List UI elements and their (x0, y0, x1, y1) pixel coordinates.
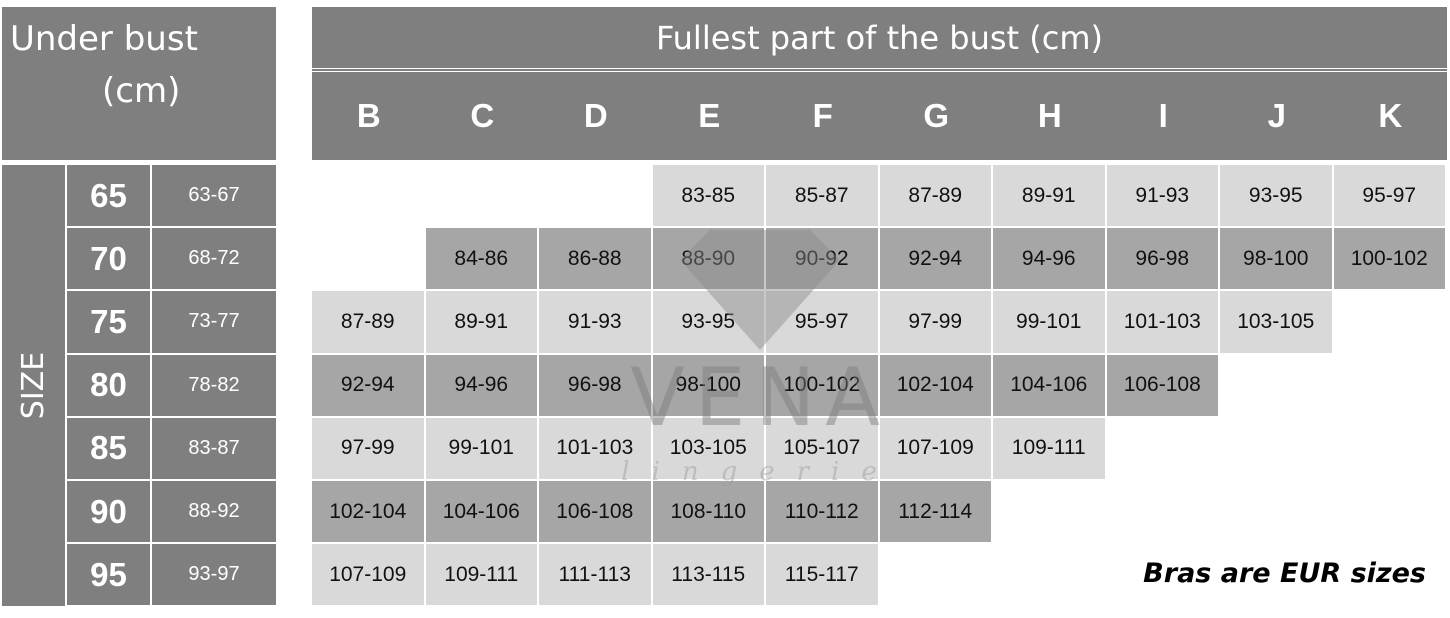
under-bust-range: 63-67 (152, 165, 276, 227)
bust-range-cell: 89-91 (425, 291, 537, 353)
bust-range-cell: 99-101 (993, 291, 1105, 353)
bust-range-cell: 106-108 (539, 481, 651, 543)
under-bust-range: 68-72 (152, 228, 276, 290)
under-bust-range: 78-82 (152, 354, 276, 416)
bust-range-cell: 84-86 (425, 228, 537, 290)
cup-b: B (356, 97, 381, 134)
cup-header-row: B C D E F G H I J K (312, 72, 1447, 160)
bust-range-cell: 91-93 (539, 291, 651, 353)
size-label-text: SIZE (16, 351, 51, 420)
bust-range-cell: 104-106 (425, 481, 537, 543)
bust-range-cell: 113-115 (652, 544, 764, 606)
under-bust-title-line2: (cm) (102, 71, 181, 111)
bust-range-cell: 103-105 (652, 417, 764, 479)
bust-range-cell: 95-97 (766, 291, 878, 353)
bust-range-cell: 86-88 (539, 228, 651, 290)
bust-range-cell: 112-114 (879, 481, 991, 543)
under-bust-range: 93-97 (152, 544, 276, 606)
bust-range-cell: 108-110 (652, 481, 764, 543)
bust-range-cell: 92-94 (312, 354, 424, 416)
bust-range-cell: 99-101 (425, 417, 537, 479)
bust-range-cell: 85-87 (766, 165, 878, 227)
bust-range-cell: 107-109 (879, 417, 991, 479)
bust-range-cell: 91-93 (1106, 165, 1218, 227)
cup-h: H (1037, 97, 1062, 134)
bust-range-cell: 96-98 (1106, 228, 1218, 290)
under-bust-range: 83-87 (152, 417, 276, 479)
bust-range-cell: 89-91 (993, 165, 1105, 227)
under-bust-header: Under bust (cm) (2, 7, 276, 160)
band-size: 90 (67, 481, 150, 543)
bust-range-cell: 83-85 (652, 165, 764, 227)
bust-range-cell: 90-92 (766, 228, 878, 290)
size-label: SIZE (2, 165, 65, 606)
bust-range-cell: 115-117 (766, 544, 878, 606)
bust-range-cell: 97-99 (312, 417, 424, 479)
fullest-bust-title: Fullest part of the bust (cm) (312, 7, 1447, 68)
bust-range-cell: 93-95 (652, 291, 764, 353)
band-size: 75 (67, 291, 150, 353)
bust-range-cell: 88-90 (652, 228, 764, 290)
band-size: 65 (67, 165, 150, 227)
band-size: 70 (67, 228, 150, 290)
bust-range-cell: 111-113 (539, 544, 651, 606)
cup-j: J (1267, 97, 1286, 134)
band-size: 85 (67, 417, 150, 479)
bust-range-cell: 100-102 (766, 354, 878, 416)
cup-e: E (698, 97, 721, 134)
bust-range-cell: 101-103 (1106, 291, 1218, 353)
bust-range-cell: 104-106 (993, 354, 1105, 416)
bust-range-cell: 102-104 (312, 481, 424, 543)
bust-range-cell: 87-89 (312, 291, 424, 353)
under-bust-range: 88-92 (152, 481, 276, 543)
bust-range-cell: 103-105 (1220, 291, 1332, 353)
bust-range-cell: 94-96 (425, 354, 537, 416)
bust-range-cell: 92-94 (879, 228, 991, 290)
bust-range-cell: 95-97 (1333, 165, 1445, 227)
bust-range-cell: 106-108 (1106, 354, 1218, 416)
cup-i: I (1158, 97, 1168, 134)
bust-range-cell: 98-100 (1220, 228, 1332, 290)
header-divider (312, 68, 1447, 72)
bust-range-cell: 107-109 (312, 544, 424, 606)
cup-d: D (583, 97, 608, 134)
bust-range-cell: 97-99 (879, 291, 991, 353)
bust-range-cell: 87-89 (879, 165, 991, 227)
bust-range-cell: 98-100 (652, 354, 764, 416)
cup-c: C (470, 97, 495, 134)
bust-range-cell: 96-98 (539, 354, 651, 416)
bust-range-cell: 105-107 (766, 417, 878, 479)
band-size: 80 (67, 354, 150, 416)
bust-range-cell: 100-102 (1333, 228, 1445, 290)
bust-range-cell: 94-96 (993, 228, 1105, 290)
bust-range-cell: 110-112 (766, 481, 878, 543)
bust-range-cell: 93-95 (1220, 165, 1332, 227)
band-size: 95 (67, 544, 150, 606)
bust-range-cell: 109-111 (993, 417, 1105, 479)
cup-k: K (1378, 97, 1403, 134)
bust-range-cell: 102-104 (879, 354, 991, 416)
eur-sizes-note: Bras are EUR sizes (1143, 558, 1426, 589)
cup-g: G (923, 97, 950, 134)
under-bust-title-line1: Under bust (10, 19, 198, 59)
cup-f: F (812, 97, 833, 134)
under-bust-range: 73-77 (152, 291, 276, 353)
bust-range-cell: 101-103 (539, 417, 651, 479)
bust-range-cell: 109-111 (425, 544, 537, 606)
